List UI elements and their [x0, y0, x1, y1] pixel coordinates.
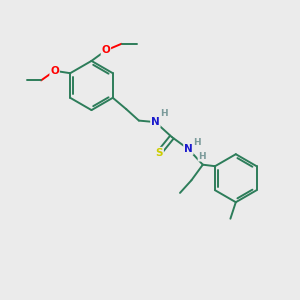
Text: H: H [194, 138, 201, 147]
Text: H: H [160, 109, 168, 118]
Text: N: N [151, 117, 160, 127]
Text: O: O [101, 45, 110, 56]
Text: N: N [184, 144, 193, 154]
Text: H: H [198, 152, 206, 161]
Text: S: S [156, 148, 163, 158]
Text: O: O [50, 66, 59, 76]
